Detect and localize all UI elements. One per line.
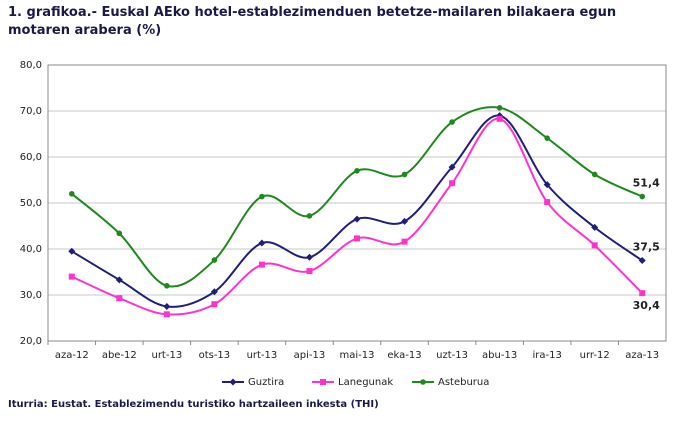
data-point bbox=[591, 171, 598, 178]
data-point bbox=[591, 223, 599, 231]
y-tick-label: 20,0 bbox=[20, 336, 42, 347]
data-point bbox=[305, 253, 313, 261]
data-point bbox=[449, 180, 456, 187]
legend-marker bbox=[229, 378, 237, 386]
x-tick-label: api-13 bbox=[294, 350, 326, 361]
x-tick-label: uzt-13 bbox=[436, 350, 468, 361]
data-point bbox=[116, 230, 123, 237]
data-point bbox=[354, 168, 360, 174]
data-point bbox=[354, 235, 360, 242]
y-tick-label: 30,0 bbox=[20, 290, 42, 301]
data-point bbox=[306, 268, 313, 275]
series-line bbox=[71, 106, 643, 288]
data-point bbox=[639, 290, 646, 297]
data-point bbox=[163, 303, 171, 310]
data-point bbox=[306, 213, 313, 219]
x-tick-label: urt-13 bbox=[247, 350, 278, 361]
legend-marker bbox=[420, 379, 426, 385]
x-tick-label: ots-13 bbox=[199, 350, 231, 361]
data-point bbox=[353, 215, 361, 223]
x-tick-label: mai-13 bbox=[340, 350, 375, 361]
data-point bbox=[544, 199, 551, 206]
y-tick-label: 80,0 bbox=[20, 60, 42, 71]
data-point bbox=[591, 242, 598, 249]
data-point bbox=[163, 311, 170, 318]
data-point bbox=[496, 104, 503, 111]
data-point bbox=[164, 283, 170, 289]
legend-label: Guztira bbox=[248, 377, 284, 388]
data-point bbox=[211, 301, 218, 308]
x-tick-label: aza-13 bbox=[625, 350, 659, 361]
data-point bbox=[638, 257, 646, 264]
data-point bbox=[639, 193, 646, 200]
data-point bbox=[543, 181, 551, 189]
data-point bbox=[68, 191, 75, 197]
x-tick-label: ira-13 bbox=[532, 350, 561, 361]
source-note: Iturria: Eustat. Establezimendu turistik… bbox=[8, 399, 379, 410]
x-tick-label: abu-13 bbox=[482, 350, 517, 361]
data-point bbox=[115, 276, 123, 284]
legend-label: Asteburua bbox=[438, 377, 489, 388]
x-tick-label: aza-12 bbox=[55, 350, 89, 361]
data-point bbox=[259, 193, 265, 200]
x-tick-label: urt-13 bbox=[151, 350, 182, 361]
x-tick-label: eka-13 bbox=[387, 350, 421, 361]
data-point bbox=[448, 163, 456, 171]
x-tick-label: abe-12 bbox=[102, 350, 137, 361]
data-point bbox=[258, 239, 266, 247]
y-tick-label: 60,0 bbox=[20, 152, 42, 163]
data-label: 37,5 bbox=[633, 241, 660, 254]
data-point bbox=[68, 273, 75, 280]
legend-label: Lanegunak bbox=[338, 377, 393, 388]
data-point bbox=[544, 135, 550, 141]
y-tick-label: 40,0 bbox=[20, 244, 42, 255]
data-point bbox=[210, 288, 218, 296]
data-point bbox=[401, 238, 408, 245]
data-label: 51,4 bbox=[633, 177, 660, 190]
data-point bbox=[449, 119, 455, 125]
data-point bbox=[258, 261, 265, 268]
chart: 20,0 30,0 40,0 50,0 60,0 70,0 80,0 aza-12 abe-12… bbox=[20, 60, 667, 388]
data-point bbox=[401, 217, 409, 225]
chart-title: 1. grafikoa.- Euskal AEko hotel-establez… bbox=[8, 5, 617, 38]
y-tick-label: 70,0 bbox=[20, 106, 42, 117]
y-tick-label: 50,0 bbox=[20, 198, 42, 209]
data-point bbox=[496, 115, 503, 122]
data-point bbox=[211, 257, 218, 263]
data-point bbox=[401, 171, 408, 178]
x-tick-label: urr-12 bbox=[580, 350, 610, 361]
data-point bbox=[116, 295, 123, 302]
legend-marker bbox=[320, 379, 326, 385]
data-label: 30,4 bbox=[633, 299, 660, 312]
plot-border bbox=[47, 64, 667, 342]
data-point bbox=[68, 247, 76, 255]
